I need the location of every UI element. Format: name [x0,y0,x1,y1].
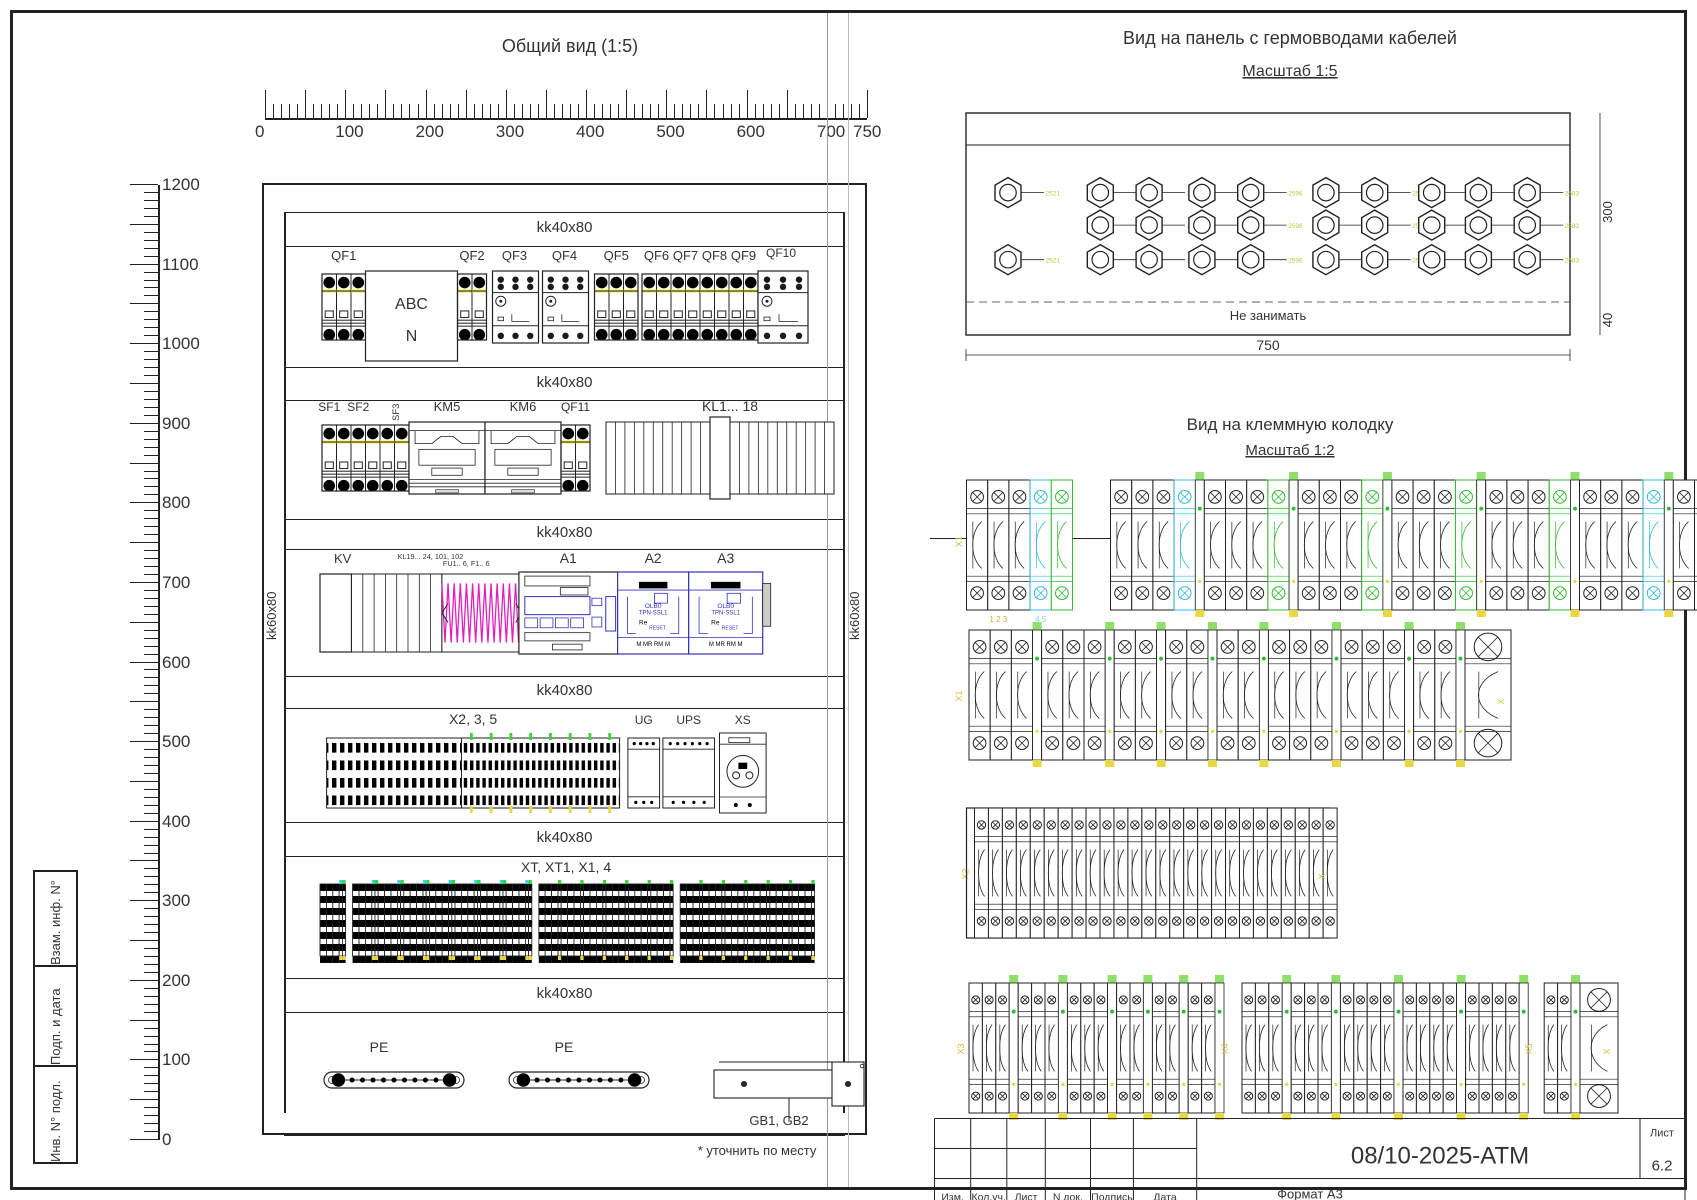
svg-text:Формат А3: Формат А3 [1277,1187,1343,1200]
svg-text:Подпись: Подпись [1091,1192,1133,1200]
svg-text:Кол.уч.: Кол.уч. [972,1192,1006,1200]
svg-text:* уточнить по месту: * уточнить по месту [698,1143,817,1158]
svg-text:Дата: Дата [1153,1192,1176,1200]
svg-text:6.2: 6.2 [1652,1158,1673,1175]
svg-text:N док.: N док. [1053,1192,1083,1200]
svg-text:Изм.: Изм. [941,1192,964,1200]
svg-text:Лист: Лист [1015,1192,1038,1200]
svg-text:Лист: Лист [1650,1128,1674,1140]
svg-text:08/10-2025-ATM: 08/10-2025-ATM [1351,1143,1529,1170]
